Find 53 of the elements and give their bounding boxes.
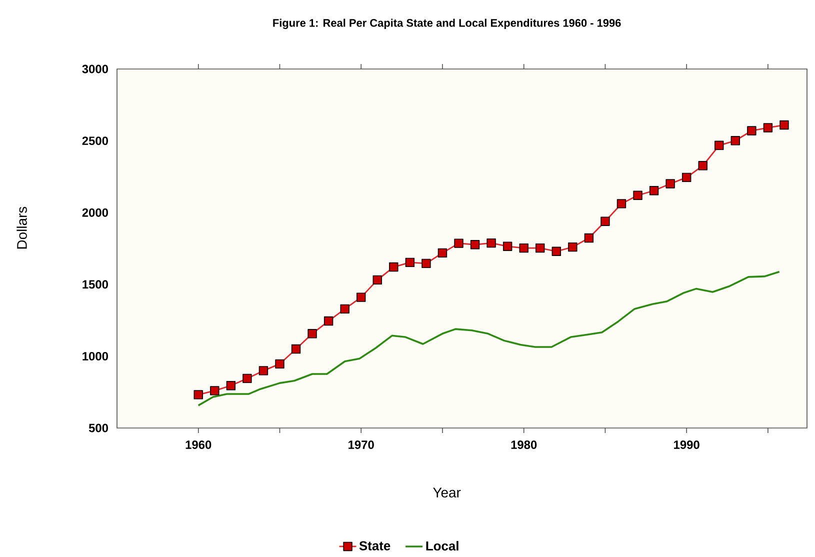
- point: [502, 242, 512, 251]
- point: [519, 243, 528, 253]
- point: [616, 199, 626, 208]
- legend-label: State: [359, 541, 390, 550]
- point: [747, 126, 756, 136]
- legend-label: Local: [426, 541, 458, 551]
- point: [584, 233, 594, 243]
- point: [258, 366, 268, 376]
- line-series: [197, 270, 780, 406]
- y-axis-title: Dollars: [16, 206, 27, 249]
- point: [275, 359, 284, 369]
- x-axis-title: Year: [433, 488, 461, 498]
- point: [372, 275, 382, 285]
- point: [536, 243, 545, 253]
- point: [568, 242, 578, 252]
- point: [291, 344, 301, 354]
- point: [210, 386, 220, 396]
- x-tick-label: 1990: [674, 440, 700, 449]
- point: [454, 238, 464, 248]
- point: [356, 292, 366, 302]
- point: [552, 246, 561, 256]
- y-tick-label: 2500: [82, 136, 108, 146]
- point: [405, 258, 415, 268]
- point: [194, 390, 203, 400]
- point: [226, 381, 236, 390]
- point: [666, 179, 675, 188]
- point: [308, 329, 317, 338]
- point: [389, 262, 398, 272]
- point: [600, 216, 610, 226]
- point: [763, 123, 773, 132]
- point: [649, 186, 659, 196]
- point: [698, 161, 708, 170]
- point: [780, 120, 789, 130]
- chart-title: Figure 1: Real Per Capita State and Local Expenditures 1960 - 1996: [273, 18, 621, 30]
- point: [633, 190, 642, 200]
- point: [242, 374, 252, 384]
- y-tick-label: 3000: [82, 64, 108, 74]
- point: [730, 136, 740, 146]
- y-tick-label: 1000: [82, 352, 108, 360]
- point: [324, 316, 334, 326]
- point: [422, 258, 431, 268]
- point: [470, 240, 480, 250]
- y-tick-label: 500: [88, 424, 108, 432]
- y-tick-label: 1500: [82, 280, 108, 289]
- point: [682, 172, 692, 182]
- x-tick-label: 1970: [348, 440, 374, 449]
- point: [486, 238, 496, 248]
- x-tick-label: 1980: [511, 440, 537, 449]
- point: [340, 304, 350, 314]
- point: [438, 248, 448, 258]
- y-tick-label: 2000: [82, 208, 108, 217]
- x-tick-label: 1960: [186, 440, 212, 449]
- point: [714, 140, 724, 150]
